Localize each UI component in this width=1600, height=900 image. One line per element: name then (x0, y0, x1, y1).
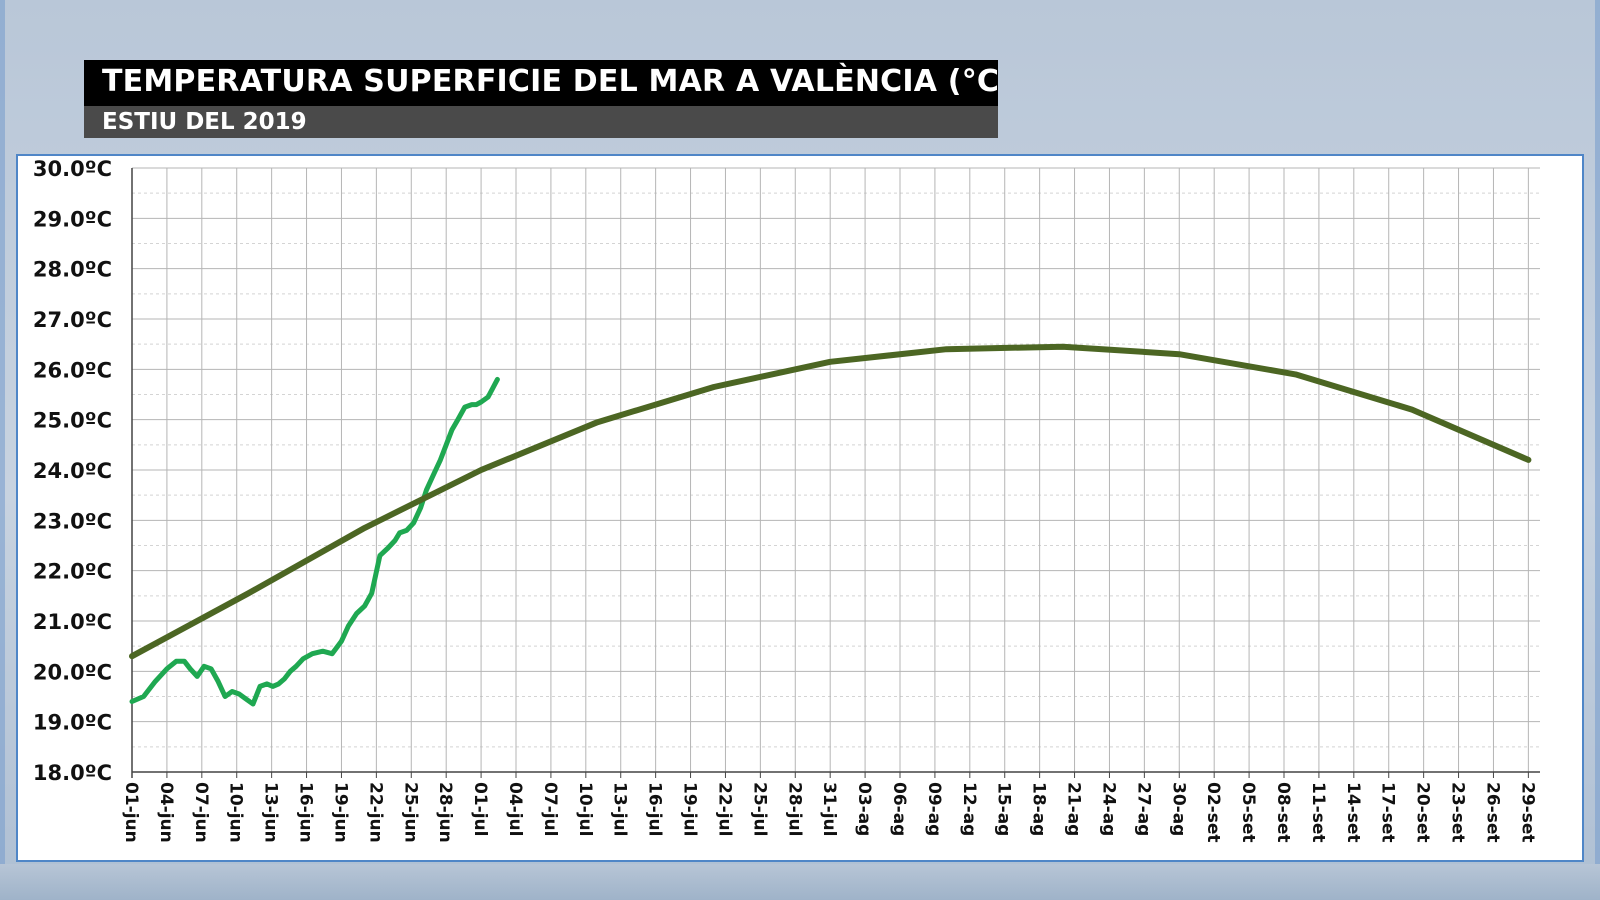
x-tick-label: 25-jul (749, 782, 769, 836)
y-tick-label: 24.0ºC (33, 459, 112, 483)
x-tick-label: 07-jun (191, 782, 211, 843)
x-tick-label: 18-ag (1029, 782, 1049, 836)
chart-subtitle: ESTIU DEL 2019 (84, 106, 998, 138)
y-tick-label: 22.0ºC (33, 560, 112, 584)
right-frame-edge (1595, 0, 1600, 900)
x-tick-label: 07-jul (540, 782, 560, 836)
x-tick-label: 31-jul (819, 782, 839, 836)
x-tick-label: 10-jun (226, 782, 246, 843)
x-tick-label: 10-jul (575, 782, 595, 836)
x-tick-label: 28-jun (435, 782, 455, 843)
y-tick-label: 21.0ºC (33, 610, 112, 634)
x-tick-label: 16-jul (645, 782, 665, 836)
x-tick-label: 29-set (1517, 782, 1537, 843)
x-tick-label: 11-set (1308, 782, 1328, 843)
x-tick-label: 20-set (1413, 782, 1433, 843)
x-tick-label: 19-jun (330, 782, 350, 843)
y-tick-label: 20.0ºC (33, 660, 112, 684)
y-tick-label: 28.0ºC (33, 258, 112, 282)
y-tick-label: 23.0ºC (33, 509, 112, 533)
x-tick-label: 21-ag (1064, 782, 1084, 836)
chart-title: TEMPERATURA SUPERFICIE DEL MAR A VALÈNCI… (84, 60, 998, 106)
x-tick-label: 02-set (1203, 782, 1223, 843)
x-tick-label: 24-ag (1098, 782, 1118, 836)
left-frame-edge (0, 0, 5, 900)
y-tick-label: 29.0ºC (33, 207, 112, 231)
x-tick-label: 22-jul (714, 782, 734, 836)
bottom-bar (0, 864, 1600, 900)
x-tick-label: 30-ag (1168, 782, 1188, 836)
x-tick-label: 13-jul (610, 782, 630, 836)
x-tick-label: 19-jul (680, 782, 700, 836)
x-tick-label: 27-ag (1133, 782, 1153, 836)
x-tick-label: 13-jun (261, 782, 281, 843)
x-tick-label: 14-set (1343, 782, 1363, 843)
climatology-series-line (129, 343, 1532, 660)
y-tick-label: 18.0ºC (33, 761, 112, 785)
y-tick-label: 19.0ºC (33, 711, 112, 735)
x-tick-label: 28-jul (784, 782, 804, 836)
y-tick-label: 26.0ºC (33, 358, 112, 382)
y-tick-label: 27.0ºC (33, 308, 112, 332)
x-tick-label: 17-set (1378, 782, 1398, 843)
x-tick-label: 09-ag (924, 782, 944, 836)
x-tick-label: 12-ag (959, 782, 979, 836)
x-tick-label: 15-ag (994, 782, 1014, 836)
x-tick-label: 05-set (1238, 782, 1258, 843)
x-tick-label: 23-set (1448, 782, 1468, 843)
x-tick-label: 08-set (1273, 782, 1293, 843)
chart-panel: 18.0ºC 19.0ºC 20.0ºC 21.0ºC 22.0ºC 23.0ºC 24.0… (16, 154, 1584, 862)
x-tick-label: 03-ag (854, 782, 874, 836)
x-tick-label: 25-jun (400, 782, 420, 843)
x-tick-label: 04-jul (505, 782, 525, 836)
y-tick-label: 30.0ºC (33, 157, 112, 181)
sst-line-chart: 18.0ºC 19.0ºC 20.0ºC 21.0ºC 22.0ºC 23.0ºC 24.0… (33, 157, 1540, 843)
y-tick-label: 25.0ºC (33, 409, 112, 433)
x-tick-label: 16-jun (296, 782, 316, 843)
x-tick-label: 04-jun (156, 782, 176, 843)
x-tick-label: 01-jun (121, 782, 141, 843)
x-tick-label: 22-jun (365, 782, 385, 843)
observed-series-line (129, 376, 500, 707)
x-tick-label: 01-jul (470, 782, 490, 836)
x-tick-label: 06-ag (889, 782, 909, 836)
x-tick-label: 26-set (1482, 782, 1502, 843)
